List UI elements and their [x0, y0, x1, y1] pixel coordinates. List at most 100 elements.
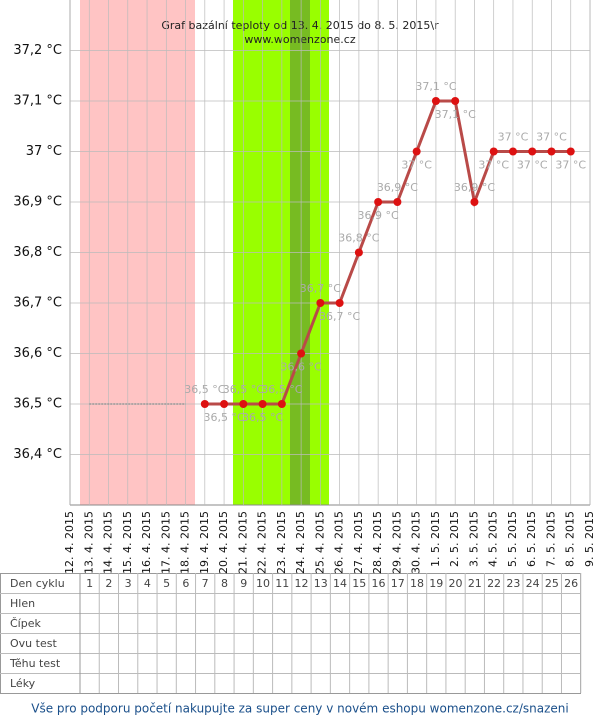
data-label: 36,5 °C — [223, 383, 264, 396]
x-tick-label: 17. 4. 2015 — [159, 511, 172, 574]
table-day: 3 — [125, 577, 132, 590]
table-day: 14 — [333, 577, 347, 590]
table-day: 17 — [391, 577, 405, 590]
x-tick-label: 1. 5. 2015 — [429, 511, 442, 567]
table-day: 24 — [526, 577, 540, 590]
table-day: 25 — [545, 577, 559, 590]
table-row-label: Léky — [10, 677, 36, 690]
x-tick-label: 27. 4. 2015 — [352, 511, 365, 574]
x-tick-label: 26. 4. 2015 — [333, 511, 346, 574]
x-tick-label: 5. 5. 2015 — [506, 511, 519, 567]
marker — [277, 400, 286, 408]
x-tick-label: 22. 4. 2015 — [256, 511, 269, 574]
data-label: 37 °C — [536, 131, 567, 144]
footer: Vše pro podporu početí nakupujte za supe… — [31, 702, 568, 716]
marker — [335, 299, 344, 307]
x-tick-label: 29. 4. 2015 — [390, 511, 403, 574]
table-day: 26 — [564, 577, 578, 590]
x-tick-label: 6. 5. 2015 — [525, 511, 538, 567]
data-label: 36,5 °C — [184, 383, 225, 396]
data-label: 36,9 °C — [377, 181, 418, 194]
table-day: 16 — [372, 577, 386, 590]
x-tick-label: 12. 4. 2015 — [63, 511, 76, 574]
x-tick-label: 4. 5. 2015 — [487, 511, 500, 567]
table-day: 15 — [352, 577, 366, 590]
y-tick-label: 36,4 °C — [13, 447, 62, 462]
marker — [412, 147, 421, 156]
table-day: 8 — [221, 577, 228, 590]
x-tick-label: 16. 4. 2015 — [140, 511, 153, 574]
data-label: 36,8 °C — [338, 232, 379, 245]
table-day: 7 — [202, 577, 209, 590]
y-tick-label: 37,1 °C — [13, 94, 62, 109]
x-tick-label: 30. 4. 2015 — [410, 511, 423, 574]
table-day: 13 — [314, 577, 328, 590]
data-label: 37,1 °C — [435, 108, 476, 121]
data-label: 37 °C — [517, 159, 548, 172]
data-label: 37 °C — [401, 159, 432, 172]
marker — [566, 147, 575, 156]
table-day: 1 — [86, 577, 93, 590]
marker — [220, 400, 229, 408]
data-label: 36,5 °C — [261, 383, 302, 396]
data-label: 36,5 °C — [203, 411, 244, 424]
table-header: Den cyklu — [10, 577, 65, 590]
table-day: 11 — [275, 577, 289, 590]
table-day: 12 — [294, 577, 308, 590]
x-tick-label: 18. 4. 2015 — [179, 511, 192, 574]
table-day: 5 — [163, 577, 170, 590]
data-label: 36,7 °C — [300, 282, 341, 295]
data-label: 36,5 °C — [242, 411, 283, 424]
marker — [239, 400, 248, 408]
x-tick-label: 23. 4. 2015 — [275, 511, 288, 574]
table-day: 2 — [105, 577, 112, 590]
data-label: 36,6 °C — [281, 361, 322, 374]
x-tick-label: 2. 5. 2015 — [448, 511, 461, 567]
marker — [451, 97, 460, 105]
y-tick-label: 36,6 °C — [13, 346, 62, 361]
table-day: 6 — [182, 577, 189, 590]
data-label: 37 °C — [555, 159, 586, 172]
x-tick-label: 13. 4. 2015 — [82, 511, 95, 574]
y-tick-label: 36,9 °C — [13, 195, 62, 210]
x-tick-label: 3. 5. 2015 — [467, 511, 480, 567]
marker — [200, 400, 209, 408]
marker — [297, 349, 306, 358]
marker — [374, 198, 383, 206]
x-tick-label: 8. 5. 2015 — [564, 511, 577, 567]
marker — [528, 147, 537, 156]
data-label: 36,9 °C — [454, 181, 495, 194]
y-tick-label: 37 °C — [26, 144, 62, 159]
table-day: 21 — [468, 577, 482, 590]
x-tick-label: 20. 4. 2015 — [217, 511, 230, 574]
x-tick-label: 9. 5. 2015 — [583, 511, 596, 567]
table-day: 22 — [487, 577, 501, 590]
table-day: 23 — [506, 577, 520, 590]
x-tick-label: 21. 4. 2015 — [236, 511, 249, 574]
table-row-label: Těhu test — [9, 657, 61, 670]
table-day: 19 — [429, 577, 443, 590]
data-label: 37 °C — [498, 131, 529, 144]
chart-subtitle: www.womenzone.cz — [244, 33, 355, 46]
table-day: 9 — [240, 577, 247, 590]
marker — [393, 198, 402, 206]
x-tick-label: 28. 4. 2015 — [371, 511, 384, 574]
marker — [354, 248, 363, 257]
x-tick-label: 15. 4. 2015 — [121, 511, 134, 574]
marker — [508, 147, 517, 156]
chart-title: Graf bazální teploty od 13. 4. 2015 do 8… — [161, 19, 439, 32]
y-tick-label: 36,5 °C — [13, 397, 62, 412]
x-tick-label: 14. 4. 2015 — [102, 511, 115, 574]
data-label: 37,1 °C — [415, 80, 456, 93]
data-label: 37 °C — [478, 159, 509, 172]
x-tick-label: 19. 4. 2015 — [198, 511, 211, 574]
marker — [547, 147, 556, 156]
marker — [470, 198, 479, 206]
table-day: 20 — [449, 577, 463, 590]
data-label: 36,7 °C — [319, 310, 360, 323]
x-tick-label: 7. 5. 2015 — [544, 511, 557, 567]
y-tick-label: 36,7 °C — [13, 296, 62, 311]
table-day: 4 — [144, 577, 151, 590]
marker — [316, 299, 325, 307]
